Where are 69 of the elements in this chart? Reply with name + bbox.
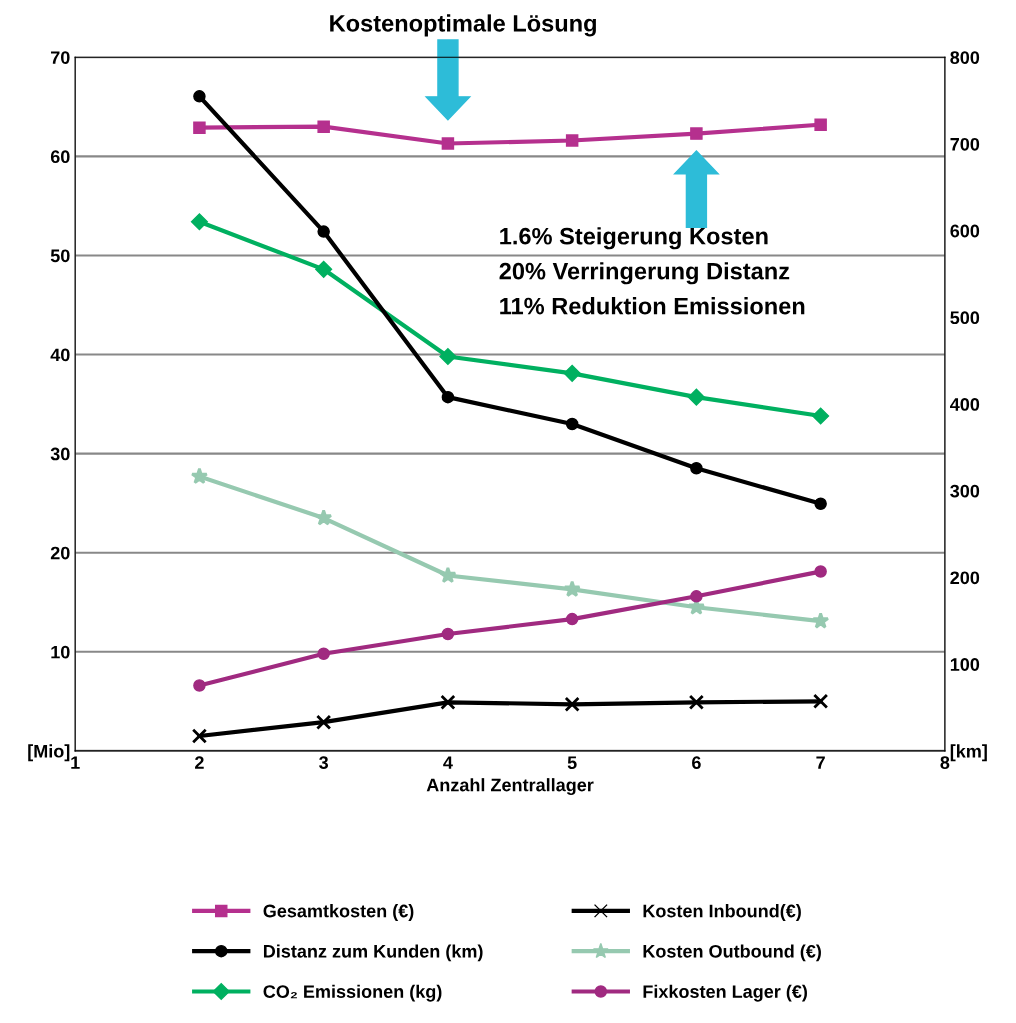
x-tick-label: 1 — [71, 756, 80, 769]
point — [687, 388, 705, 406]
legend-label: Kosten Outbound (€) — [643, 944, 821, 962]
point — [564, 696, 580, 712]
point — [193, 90, 206, 103]
x-tick-label: 6 — [692, 756, 701, 770]
x-tick-label: 2 — [195, 756, 204, 769]
y2-tick-label: 400 — [950, 398, 980, 411]
point — [317, 647, 330, 661]
x-tick-label: 7 — [816, 756, 825, 769]
point — [317, 225, 330, 238]
annotation: 1.6% Steigerung Kosten 20% Verringerung Distanz 11% Reduktion Emissionen — [499, 227, 805, 315]
y2-tick-label: [km] — [950, 744, 987, 762]
point — [441, 390, 455, 404]
legend-label: Fixkosten Lager (€) — [643, 984, 807, 1002]
point — [814, 565, 827, 578]
point — [563, 364, 581, 382]
point — [441, 627, 455, 641]
point — [563, 580, 581, 597]
point — [565, 134, 579, 147]
legend-label: Kosten Inbound(€) — [643, 904, 801, 921]
point — [190, 467, 209, 484]
point — [690, 127, 703, 140]
y2-tick-label: 200 — [950, 571, 980, 585]
y2-tick-label: 600 — [950, 224, 980, 238]
y2-tick-label: 800 — [950, 51, 980, 65]
x-axis-title: Anzahl Zentrallager — [426, 778, 594, 796]
x-tick-label: 3 — [319, 756, 329, 770]
x-tick-label: 4 — [443, 756, 453, 769]
y2-tick-label: 100 — [950, 658, 980, 671]
y-tick-label: 70 — [51, 51, 70, 65]
point — [811, 612, 830, 629]
x-tick-label: 5 — [567, 756, 577, 770]
y-tick-label: 30 — [50, 447, 70, 461]
point — [813, 693, 829, 709]
point — [190, 213, 208, 231]
point — [315, 260, 333, 278]
point — [439, 566, 457, 584]
y-tick-label: 10 — [51, 645, 70, 659]
point — [565, 417, 579, 431]
point — [690, 590, 703, 603]
point — [565, 612, 579, 626]
point — [440, 694, 456, 710]
y2-tick-label: 300 — [950, 484, 980, 498]
y-tick-label: 60 — [50, 150, 70, 164]
point — [441, 137, 455, 150]
point — [193, 121, 206, 134]
y-tick-label: [Mio] — [28, 744, 70, 762]
point — [193, 679, 206, 692]
x-tick-label: 8 — [940, 756, 950, 770]
point — [814, 118, 827, 131]
legend-label: Gesamtkosten (€) — [263, 904, 414, 921]
y-tick-label: 50 — [50, 249, 70, 263]
point — [315, 509, 333, 526]
point — [812, 407, 830, 425]
point — [690, 461, 703, 475]
point — [688, 694, 705, 710]
point — [191, 728, 208, 744]
point — [814, 497, 827, 511]
y-tick-label: 20 — [50, 546, 70, 560]
y2-tick-label: 500 — [950, 311, 980, 325]
legend-label: CO₂ Emissionen (kg) — [263, 984, 442, 1002]
point — [439, 347, 457, 366]
point — [316, 714, 332, 730]
y-tick-label: 40 — [50, 348, 70, 362]
legend-label: Distanz zum Kunden (km) — [263, 944, 483, 962]
text: Kostenoptimale Lösung — [330, 14, 596, 37]
point — [317, 120, 330, 133]
y2-tick-label: 700 — [950, 137, 980, 151]
